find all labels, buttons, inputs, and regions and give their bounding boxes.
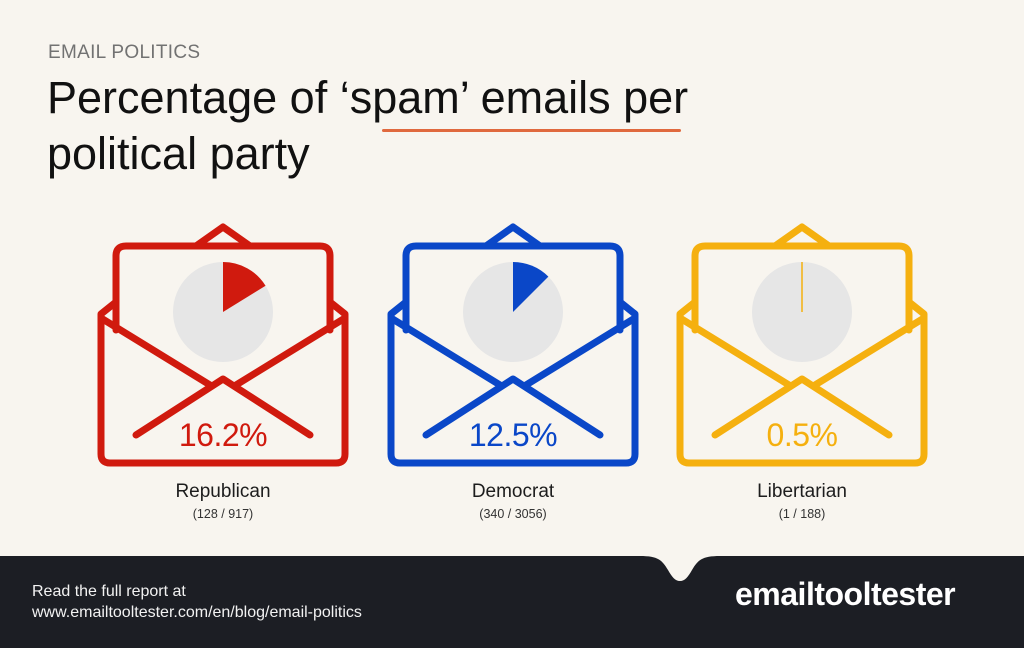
party-name: Republican xyxy=(175,481,271,502)
eyebrow-label: EMAIL POLITICS xyxy=(48,42,201,63)
envelope-icon xyxy=(387,223,639,467)
party-counts: (1 / 188) xyxy=(778,507,826,521)
party-name: Libertarian xyxy=(757,481,847,502)
title-highlight-underline xyxy=(382,129,681,132)
party-counts: (128 / 917) xyxy=(192,507,254,521)
envelope-icon xyxy=(97,223,349,467)
title-line-2: political party xyxy=(47,128,310,179)
percent-value: 12.5% xyxy=(468,417,558,453)
percent-value: 0.5% xyxy=(766,417,838,453)
footer: Read the full report at www.emailtooltes… xyxy=(0,556,1024,648)
title-part-1: Percentage of xyxy=(47,72,340,123)
footer-line-1: Read the full report at xyxy=(32,583,186,600)
party-card-democrat: 12.5% Democrat (340 / 3056) xyxy=(386,222,646,532)
brand-logo: emailtooltester xyxy=(735,576,956,612)
footer-notch xyxy=(640,556,720,581)
percent-value: 16.2% xyxy=(178,417,268,453)
pie-chart xyxy=(463,262,563,362)
report-link[interactable]: www.emailtooltester.com/en/blog/email-po… xyxy=(32,604,362,621)
party-card-libertarian: 0.5% Libertarian (1 / 188) xyxy=(675,222,935,532)
page-title: Percentage of ‘spam’ emails per political… xyxy=(47,70,847,182)
party-name: Democrat xyxy=(471,481,555,502)
party-counts: (340 / 3056) xyxy=(479,507,547,521)
envelope-icon xyxy=(676,223,928,467)
footer-text: Read the full report at www.emailtooltes… xyxy=(32,581,362,623)
party-card-republican: 16.2% Republican (128 / 917) xyxy=(96,222,356,532)
pie-chart xyxy=(173,262,273,362)
title-part-2: per xyxy=(610,72,689,123)
title-highlight: ‘spam’ emails xyxy=(339,72,611,123)
pie-chart xyxy=(752,262,852,362)
